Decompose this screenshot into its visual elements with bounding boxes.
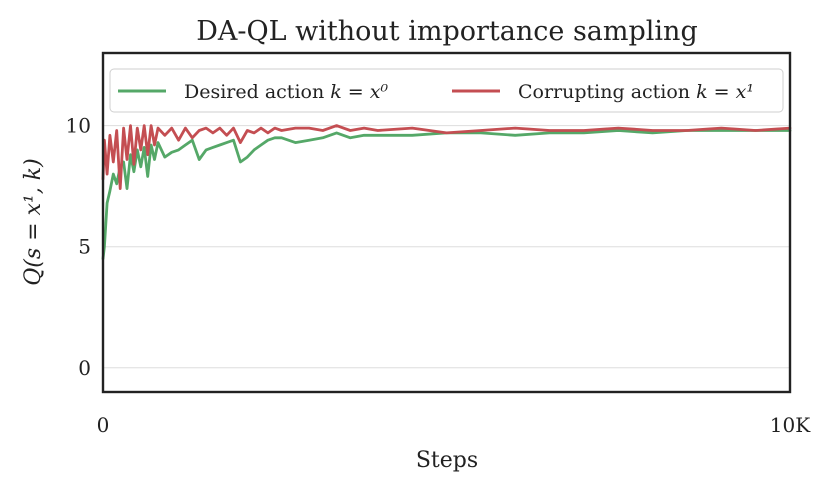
y-tick-label: 10 — [66, 114, 91, 138]
series-lines — [101, 124, 792, 261]
x-tick-label: 10K — [770, 413, 811, 437]
legend: Desired action k = x⁰ Corrupting action k… — [109, 68, 784, 113]
plot-frame — [101, 51, 792, 394]
y-axis-label: Q(s = x¹, k) — [21, 158, 46, 285]
x-axis-label: Steps — [416, 448, 478, 473]
chart-title: DA-QL without importance sampling — [196, 16, 697, 47]
legend-label: Corrupting action k = x¹ — [518, 81, 754, 103]
y-gridlines — [103, 125, 790, 369]
x-tick-label: 0 — [97, 413, 110, 437]
y-tick-label: 0 — [78, 356, 91, 380]
series-line-desired-action — [101, 129, 792, 261]
y-tick-labels: 0 5 10 — [66, 114, 91, 380]
legend-box — [109, 68, 784, 113]
legend-label: Desired action k = x⁰ — [184, 81, 388, 103]
y-tick-label: 5 — [78, 235, 91, 259]
series-line-corrupting-action — [101, 124, 792, 191]
x-tick-labels: 0 10K — [97, 413, 812, 437]
